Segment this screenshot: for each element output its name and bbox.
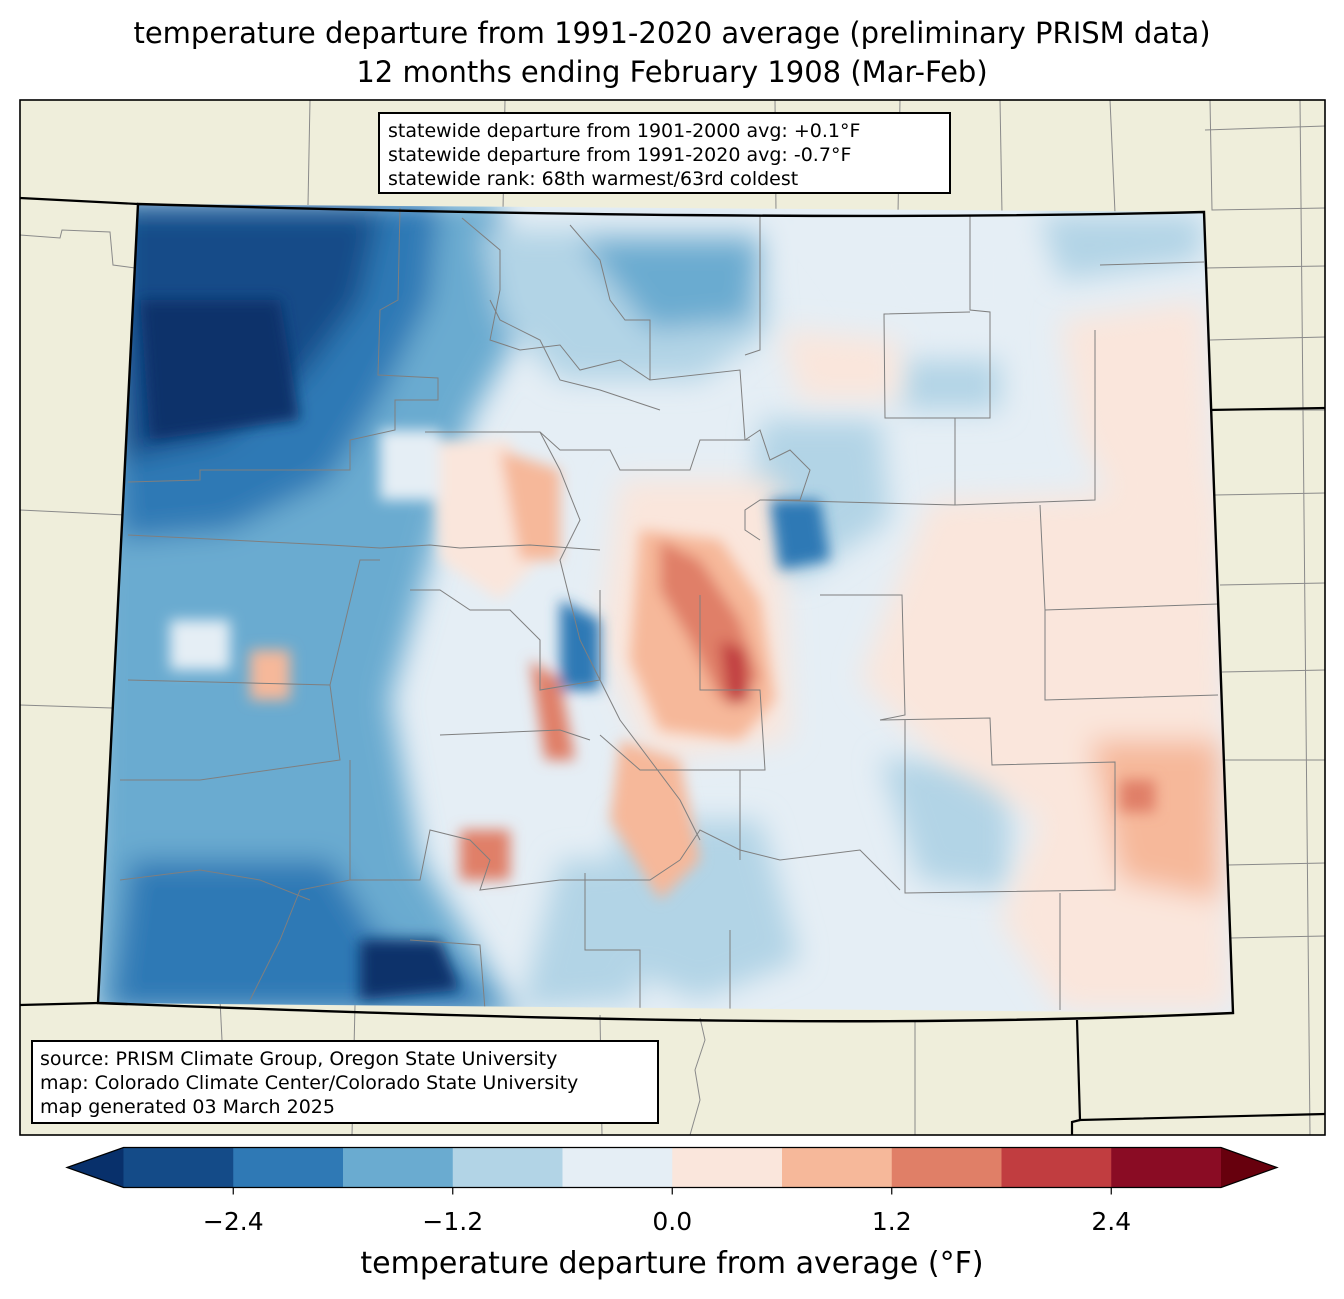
colorado-anomaly-field [98,204,1233,1013]
colorbar-bin [452,1147,563,1188]
colorbar-tick-label: 1.2 [872,1207,912,1236]
colorbar-bin [1111,1147,1222,1188]
colorbar-bin [782,1147,893,1188]
colorbar-bin [672,1147,783,1188]
colorbar-bin [1001,1147,1112,1188]
colorbar-outline [65,1146,1279,1189]
colorbar-bin [343,1147,454,1188]
colorbar-bin [233,1147,344,1188]
colorbar-over-triangle [1221,1147,1277,1188]
colorbar-tick-label: 2.4 [1091,1207,1131,1236]
map-title-line-1: temperature departure from 1991-2020 ave… [133,16,1211,50]
colorbar-bin [891,1147,1002,1188]
colorbar-label: temperature departure from average (°F) [360,1246,983,1281]
colorbar-tick-label: 0.0 [652,1207,692,1236]
map-credit-line: map: Colorado Climate Center/Colorado St… [40,1072,579,1094]
stats-line-1991-2020: statewide departure from 1991-2020 avg: … [388,144,852,166]
statewide-stats-box: statewide departure from 1901-2000 avg: … [378,112,951,194]
colorbar-tick-label: −1.2 [422,1207,483,1236]
colorbar: −2.4 −1.2 0.0 1.2 2.4 temperature departure … [65,1146,1279,1281]
source-line: source: PRISM Climate Group, Oregon Stat… [40,1048,558,1070]
colorbar-under-triangle [67,1147,124,1188]
colorbar-bin [562,1147,673,1188]
colorbar-bin [123,1147,234,1188]
map-frame [19,99,1326,1136]
stats-line-rank: statewide rank: 68th warmest/63rd coldes… [388,168,799,190]
map-title-line-2: 12 months ending February 1908 (Mar-Feb) [356,55,988,89]
generated-date-line: map generated 03 March 2025 [40,1096,335,1118]
county-lines [119,207,1219,1011]
stats-line-1901-2000: statewide departure from 1901-2000 avg: … [388,120,861,142]
colorbar-tick-label: −2.4 [203,1207,264,1236]
source-credits-box: source: PRISM Climate Group, Oregon Stat… [31,1040,659,1124]
colorado-state-border [96,202,1235,1023]
